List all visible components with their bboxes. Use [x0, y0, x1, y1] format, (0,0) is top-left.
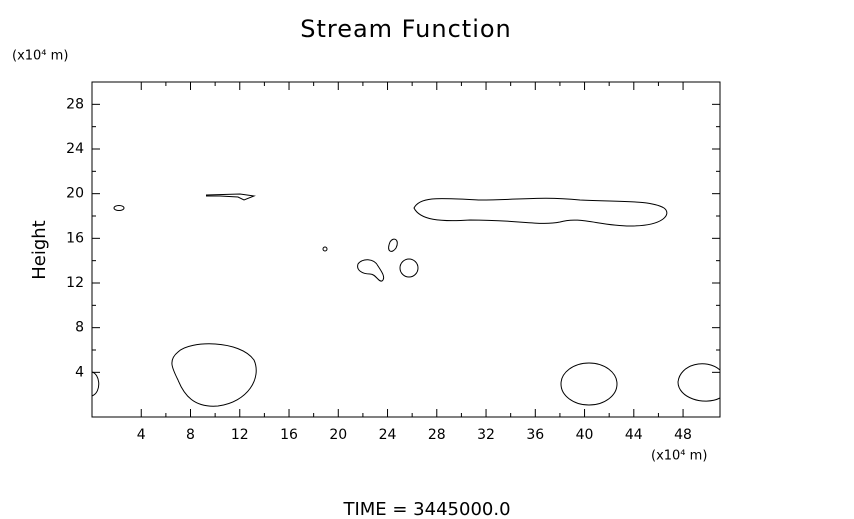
y-tick-label: 8 — [75, 320, 84, 336]
x-tick-label: 28 — [428, 427, 446, 443]
contour-line — [399, 258, 419, 278]
contour-line — [677, 363, 721, 402]
contour-line — [205, 193, 256, 201]
annotation: TIME = 3445000.0 — [342, 499, 510, 519]
x-tick-label: 16 — [280, 427, 298, 443]
x-tick-label: 32 — [477, 427, 495, 443]
x-tick-label: 24 — [379, 427, 397, 443]
y-tick-label: 24 — [66, 141, 84, 157]
x-tick-label: 40 — [576, 427, 594, 443]
contour-line — [91, 371, 100, 397]
y-tick-label: 4 — [75, 364, 84, 380]
x-tick-label: 20 — [329, 427, 347, 443]
y-tick-label: 16 — [66, 230, 84, 246]
plot-frame — [91, 81, 721, 418]
x-unit: (x10⁴ m) — [651, 449, 707, 464]
contour-line — [113, 205, 125, 211]
contour-line — [171, 343, 257, 407]
x-tick-label: 48 — [674, 427, 692, 443]
y-tick-label: 12 — [66, 275, 84, 291]
y-unit: (x10⁴ m) — [12, 49, 68, 64]
x-tick-label: 12 — [231, 427, 249, 443]
contour-line — [322, 246, 328, 252]
chart-title: Stream Function — [300, 15, 512, 43]
contour-line — [388, 238, 398, 252]
y-tick-label: 28 — [66, 96, 84, 112]
x-tick-label: 36 — [526, 427, 544, 443]
contours — [91, 193, 721, 407]
x-tick-label: 4 — [137, 427, 146, 443]
contour-line — [413, 197, 668, 227]
y-axis-label: Height — [29, 220, 50, 280]
x-tick-label: 8 — [186, 427, 195, 443]
contour-line — [560, 362, 618, 406]
y-tick-label: 20 — [66, 186, 84, 202]
x-tick-label: 44 — [625, 427, 643, 443]
contour-line — [357, 259, 385, 282]
